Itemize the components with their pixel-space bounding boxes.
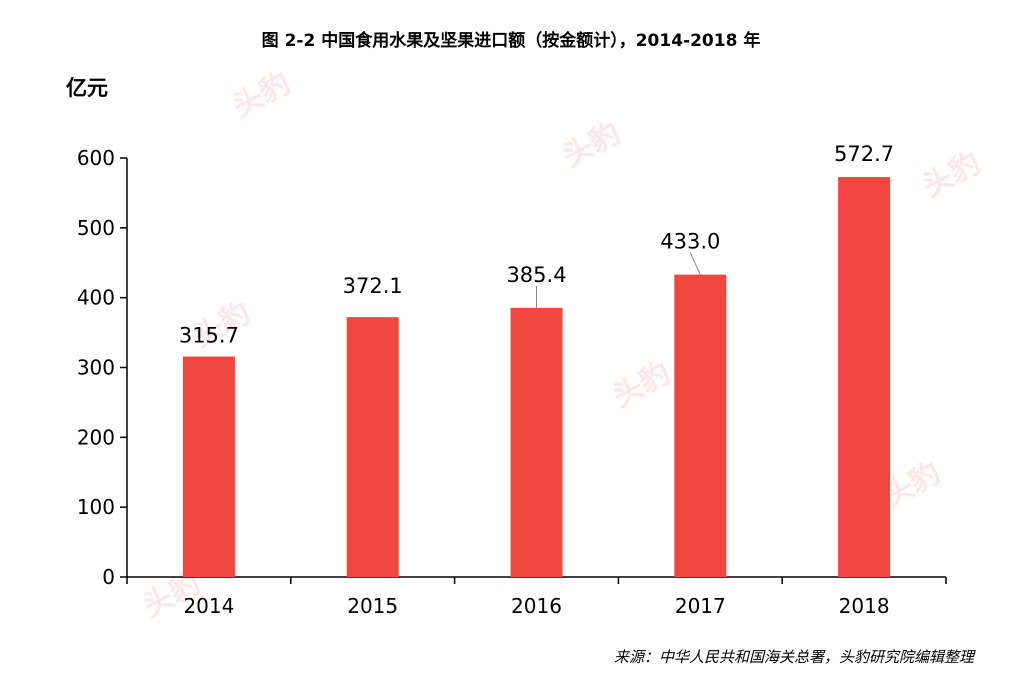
- x-tick-label: 2016: [511, 594, 562, 618]
- x-tick-label: 2017: [675, 594, 726, 618]
- x-tick-label: 2018: [839, 594, 890, 618]
- y-tick-label: 400: [77, 286, 115, 310]
- y-tick-label: 0: [102, 565, 115, 589]
- source-note: 来源：中华人民共和国海关总署，头豹研究院编辑整理: [613, 648, 974, 666]
- leader-line: [689, 252, 701, 275]
- x-tick-label: 2015: [347, 594, 398, 618]
- x-tick-label: 2014: [183, 594, 234, 618]
- y-tick-label: 500: [77, 216, 115, 240]
- data-label: 385.4: [506, 263, 566, 287]
- bar: [510, 307, 563, 577]
- bar: [838, 177, 891, 577]
- data-label: 315.7: [179, 324, 239, 348]
- y-tick-label: 200: [77, 425, 115, 449]
- chart-title: 图 2-2 中国食用水果及坚果进口额（按金额计），2014-2018 年: [261, 31, 761, 51]
- y-tick-label: 300: [77, 356, 115, 380]
- bar: [182, 356, 235, 577]
- bar: [346, 317, 399, 577]
- y-tick-label: 100: [77, 495, 115, 519]
- data-label: 372.1: [343, 274, 403, 298]
- bar: [674, 274, 727, 577]
- data-label: 572.7: [834, 142, 894, 166]
- data-label: 433.0: [660, 230, 720, 254]
- y-tick-label: 600: [77, 146, 115, 170]
- y-axis-unit-label: 亿元: [66, 76, 108, 100]
